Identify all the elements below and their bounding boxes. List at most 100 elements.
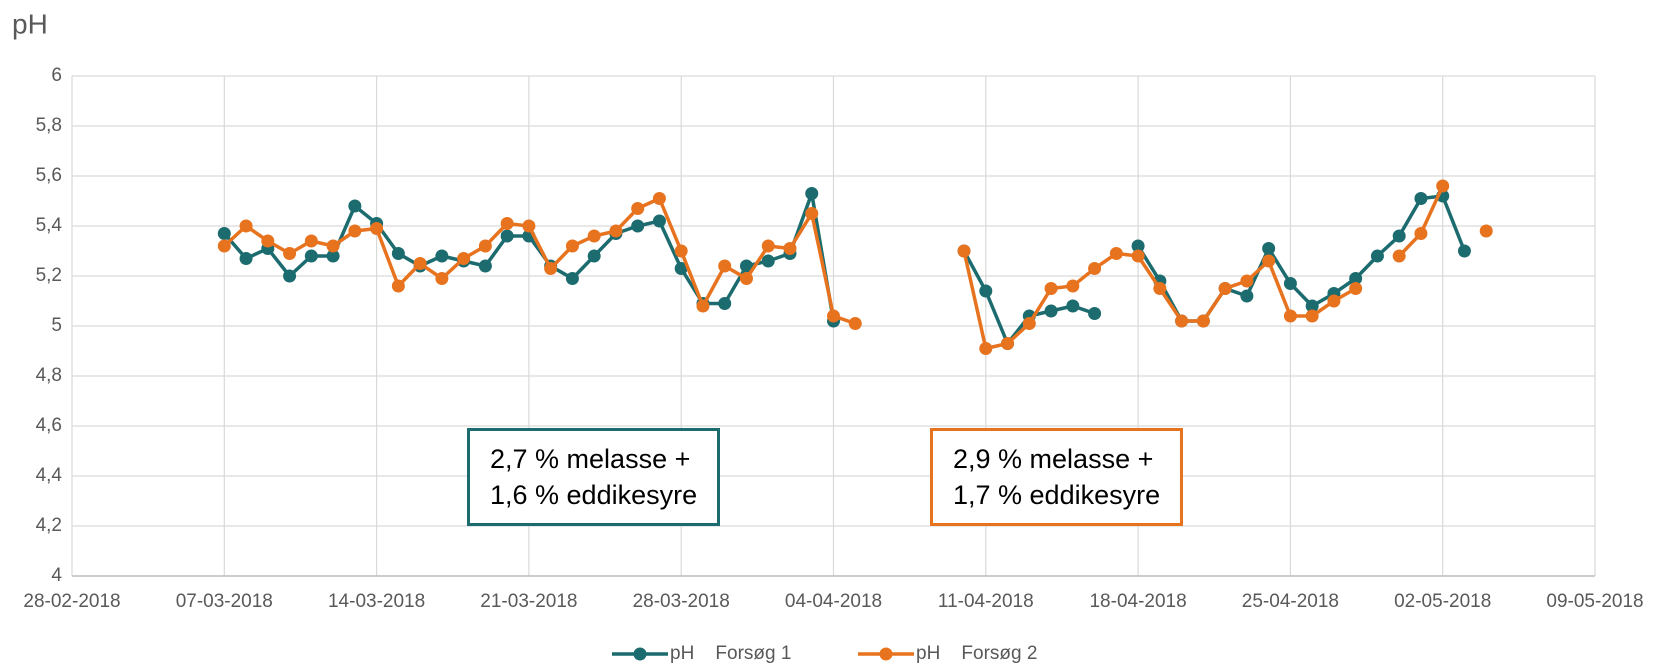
marker — [1131, 249, 1145, 263]
marker — [848, 317, 862, 330]
marker — [1240, 289, 1254, 303]
x-tick-label: 04-04-2018 — [785, 591, 882, 612]
marker — [1109, 247, 1123, 260]
marker — [1088, 262, 1102, 275]
marker — [1305, 309, 1319, 323]
x-tick-label: 07-03-2018 — [176, 591, 273, 612]
x-tick-label: 09-05-2018 — [1546, 591, 1643, 612]
marker — [587, 229, 601, 243]
marker — [1044, 304, 1058, 318]
marker — [1022, 317, 1036, 330]
marker — [304, 249, 318, 263]
marker — [1218, 282, 1232, 295]
marker — [500, 229, 514, 243]
marker — [652, 192, 666, 205]
y-tick-label: 6 — [51, 65, 62, 86]
marker — [391, 279, 405, 293]
annotation-box: 2,9 % melasse + 1,7 % eddikesyre — [930, 428, 1184, 526]
marker — [1392, 229, 1406, 243]
annotation-text: 2,7 % melasse + — [490, 444, 691, 474]
marker — [413, 257, 427, 270]
marker — [217, 239, 231, 253]
marker — [370, 222, 384, 235]
marker — [761, 254, 775, 268]
marker — [1088, 307, 1102, 320]
marker — [674, 262, 688, 275]
marker — [1283, 277, 1297, 290]
x-tick-label: 28-02-2018 — [23, 591, 120, 612]
marker — [1262, 242, 1276, 255]
marker — [435, 272, 449, 285]
y-tick-label: 4,2 — [36, 515, 62, 536]
marker — [1305, 299, 1319, 313]
marker — [239, 219, 253, 233]
marker — [1414, 227, 1428, 240]
marker — [979, 342, 993, 355]
marker — [739, 259, 753, 273]
legend-label: pH Forsøg 1 — [670, 643, 791, 664]
x-tick-label: 28-03-2018 — [633, 591, 730, 612]
y-axis-label: pH — [12, 8, 48, 39]
marker — [1175, 314, 1189, 328]
marker — [326, 249, 340, 263]
marker — [239, 252, 253, 265]
marker — [1327, 294, 1341, 308]
y-tick-label: 5,6 — [36, 165, 62, 186]
marker — [544, 262, 558, 275]
marker — [652, 214, 666, 228]
marker — [1457, 244, 1471, 258]
marker — [261, 234, 275, 248]
y-tick-label: 4,4 — [36, 465, 63, 486]
marker — [283, 269, 297, 283]
marker — [500, 217, 514, 230]
marker — [326, 239, 340, 253]
marker — [1479, 224, 1493, 238]
x-tick-label: 14-03-2018 — [328, 591, 425, 612]
x-tick-label: 25-04-2018 — [1242, 591, 1339, 612]
marker — [1414, 192, 1428, 205]
marker — [631, 202, 645, 215]
legend-label: pH Forsøg 2 — [916, 643, 1037, 664]
y-tick-label: 5,4 — [36, 215, 63, 236]
y-tick-label: 4,8 — [36, 365, 62, 386]
marker — [217, 227, 231, 240]
marker — [1349, 282, 1363, 295]
x-tick-label: 21-03-2018 — [480, 591, 577, 612]
marker — [1240, 274, 1254, 288]
marker — [805, 187, 819, 200]
marker — [718, 297, 732, 310]
marker — [609, 224, 623, 238]
y-tick-label: 5,8 — [36, 115, 62, 136]
marker — [631, 219, 645, 233]
marker — [1196, 314, 1210, 328]
marker — [739, 272, 753, 285]
marker — [979, 284, 993, 298]
marker — [457, 252, 471, 265]
marker — [957, 244, 971, 258]
marker — [478, 239, 492, 253]
legend-marker — [879, 647, 893, 661]
marker — [1044, 282, 1058, 295]
marker — [565, 239, 579, 253]
marker — [761, 239, 775, 253]
y-tick-label: 4 — [51, 565, 62, 586]
marker — [674, 244, 688, 258]
marker — [283, 247, 297, 260]
marker — [522, 219, 536, 233]
annotation-text: 1,6 % eddikesyre — [490, 480, 698, 510]
marker — [391, 247, 405, 260]
marker — [783, 242, 797, 255]
x-tick-label: 02-05-2018 — [1394, 591, 1491, 612]
marker — [1436, 179, 1450, 193]
marker — [1066, 279, 1080, 293]
marker — [1153, 282, 1167, 295]
marker — [805, 207, 819, 220]
marker — [1392, 249, 1406, 263]
marker — [718, 259, 732, 273]
marker — [696, 299, 710, 313]
marker — [348, 224, 362, 238]
marker — [1370, 249, 1384, 263]
y-tick-label: 5 — [51, 315, 62, 336]
y-tick-label: 5,2 — [36, 265, 62, 286]
